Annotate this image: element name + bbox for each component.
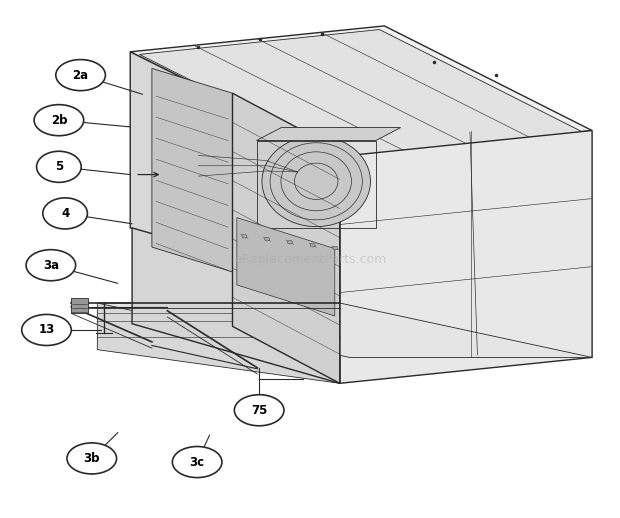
Text: 75: 75 [251, 404, 267, 417]
Ellipse shape [234, 395, 284, 426]
Text: 2b: 2b [51, 113, 67, 127]
Ellipse shape [265, 237, 270, 241]
Ellipse shape [43, 198, 87, 229]
Ellipse shape [262, 136, 371, 227]
Text: 3a: 3a [43, 258, 59, 272]
Ellipse shape [26, 250, 76, 281]
Polygon shape [257, 127, 401, 140]
Polygon shape [97, 303, 592, 357]
Ellipse shape [242, 234, 247, 238]
Ellipse shape [34, 105, 84, 136]
Text: eReplacementParts.com: eReplacementParts.com [234, 252, 386, 266]
Ellipse shape [56, 60, 105, 91]
Polygon shape [152, 68, 232, 272]
Polygon shape [130, 26, 592, 156]
Text: 3c: 3c [190, 455, 205, 469]
Polygon shape [97, 303, 340, 383]
Text: 2a: 2a [73, 68, 89, 82]
Text: 4: 4 [61, 207, 69, 220]
Ellipse shape [22, 314, 71, 346]
Polygon shape [340, 131, 592, 383]
Ellipse shape [67, 443, 117, 474]
Polygon shape [232, 93, 340, 383]
Ellipse shape [310, 243, 315, 247]
Ellipse shape [172, 447, 222, 478]
Ellipse shape [333, 247, 338, 250]
Polygon shape [130, 52, 340, 287]
Text: 13: 13 [38, 323, 55, 337]
Text: 3b: 3b [84, 452, 100, 465]
Polygon shape [140, 30, 586, 159]
Polygon shape [237, 218, 335, 316]
Text: 5: 5 [55, 160, 63, 174]
Polygon shape [71, 298, 88, 313]
Ellipse shape [37, 151, 81, 182]
Ellipse shape [288, 240, 293, 244]
Polygon shape [132, 228, 340, 383]
